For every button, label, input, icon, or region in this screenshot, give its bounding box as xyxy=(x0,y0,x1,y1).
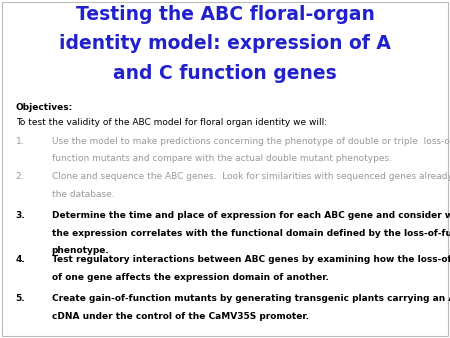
Text: 3.: 3. xyxy=(16,211,25,220)
Text: of one gene affects the expression domain of another.: of one gene affects the expression domai… xyxy=(52,273,328,282)
Text: function mutants and compare with the actual double mutant phenotypes.: function mutants and compare with the ac… xyxy=(52,154,392,164)
Text: 2.: 2. xyxy=(16,172,24,182)
Text: cDNA under the control of the CaMV35S promoter.: cDNA under the control of the CaMV35S pr… xyxy=(52,312,309,321)
Text: the expression correlates with the functional domain defined by the loss-of-func: the expression correlates with the funct… xyxy=(52,229,450,238)
Text: the database.: the database. xyxy=(52,190,114,199)
Text: 5.: 5. xyxy=(16,294,25,303)
Text: Create gain-of-function mutants by generating transgenic plants carrying an ABC : Create gain-of-function mutants by gener… xyxy=(52,294,450,303)
Text: Determine the time and place of expression for each ABC gene and consider whethe: Determine the time and place of expressi… xyxy=(52,211,450,220)
Text: To test the validity of the ABC model for floral organ identity we will:: To test the validity of the ABC model fo… xyxy=(16,118,327,127)
Text: 1.: 1. xyxy=(16,137,24,146)
Text: identity model: expression of A: identity model: expression of A xyxy=(59,34,391,53)
Text: Testing the ABC floral-organ: Testing the ABC floral-organ xyxy=(76,5,374,24)
Text: and C function genes: and C function genes xyxy=(113,64,337,82)
Text: Use the model to make predictions concerning the phenotype of double or triple  : Use the model to make predictions concer… xyxy=(52,137,450,146)
Text: Objectives:: Objectives: xyxy=(16,103,73,112)
Text: Clone and sequence the ABC genes.  Look for similarities with sequenced genes al: Clone and sequence the ABC genes. Look f… xyxy=(52,172,450,182)
Text: Test regulatory interactions between ABC genes by examining how the loss-of-func: Test regulatory interactions between ABC… xyxy=(52,255,450,264)
Text: phenotype.: phenotype. xyxy=(52,246,109,256)
Text: 4.: 4. xyxy=(16,255,26,264)
